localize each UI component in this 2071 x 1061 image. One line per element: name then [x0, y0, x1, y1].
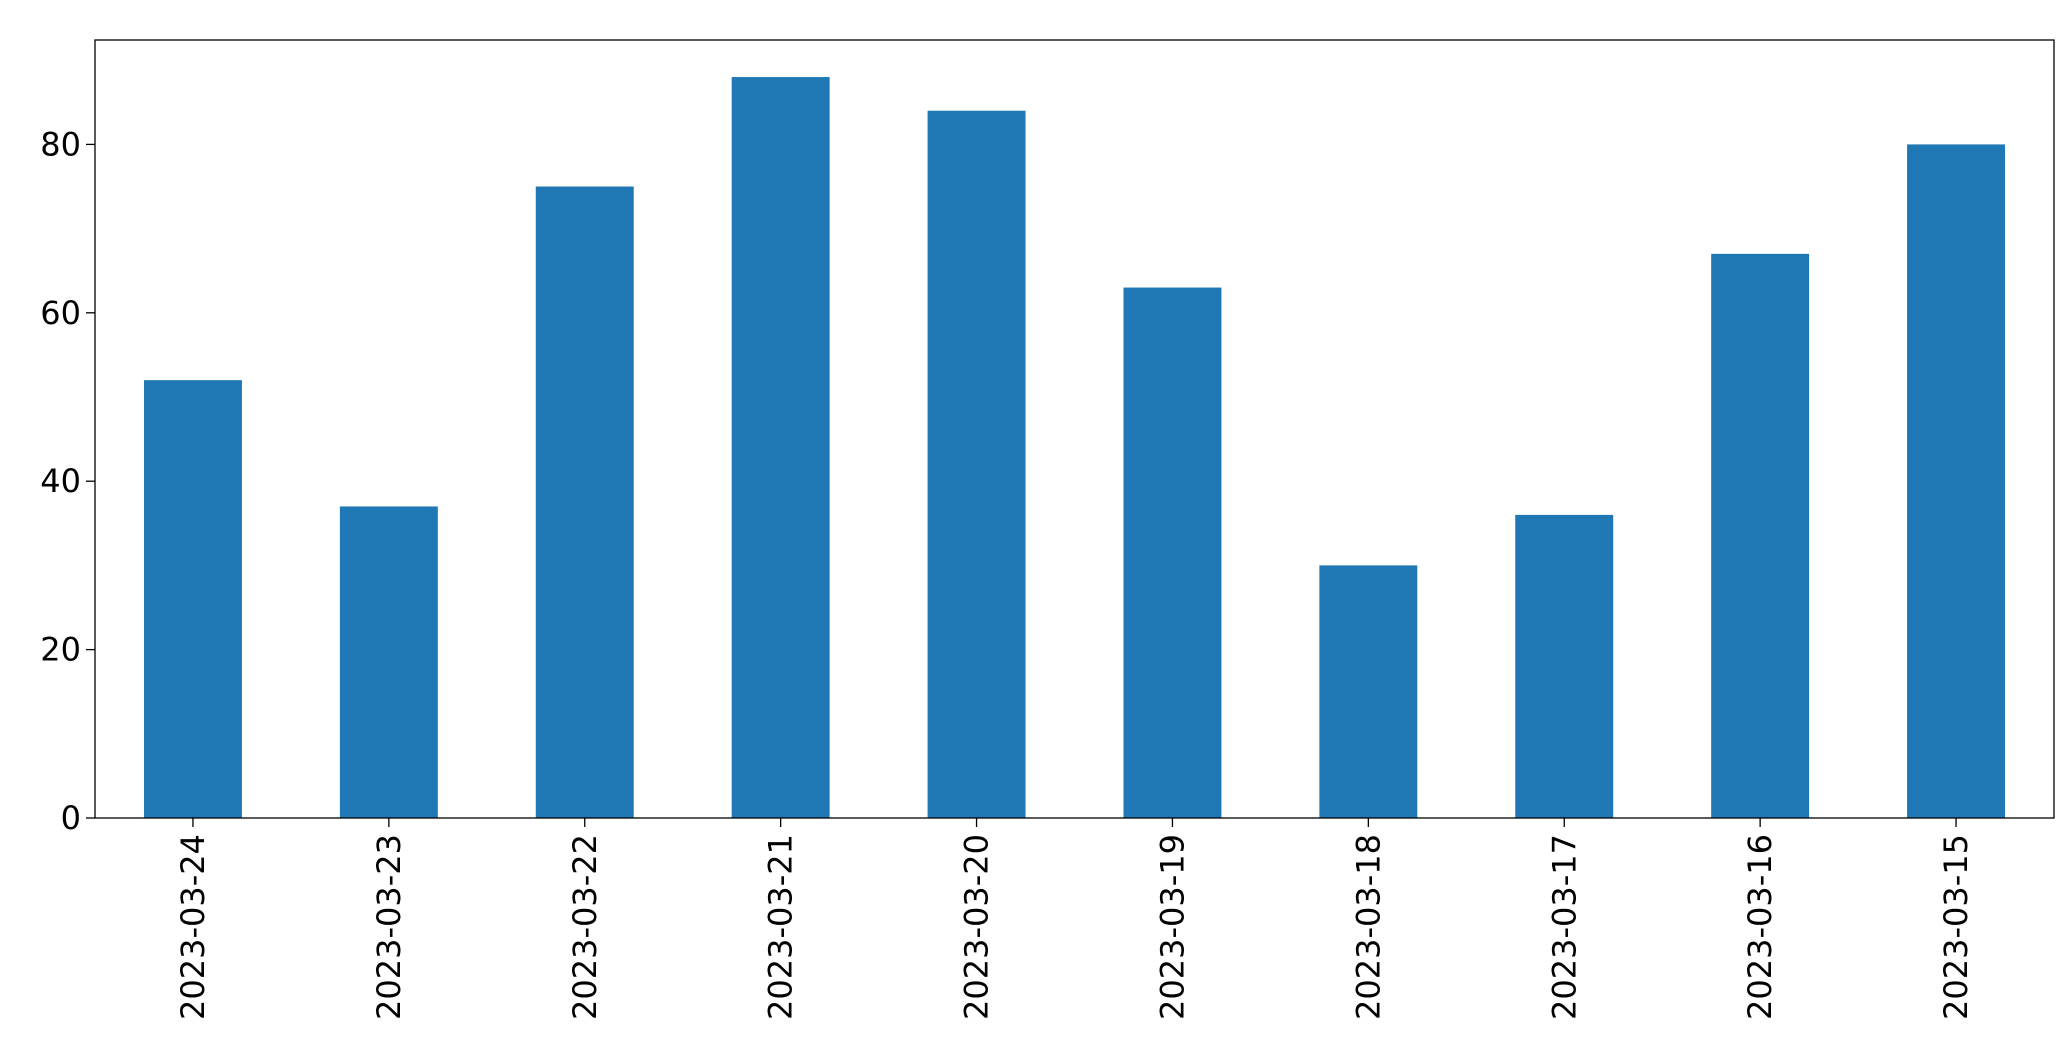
x-tick-label: 2023-03-22 [566, 834, 604, 1020]
x-tick-label: 2023-03-20 [958, 834, 996, 1020]
bar [1319, 565, 1418, 818]
bar [1907, 144, 2006, 818]
y-tick-label: 40 [40, 462, 81, 500]
bar [143, 380, 242, 818]
x-tick-label: 2023-03-21 [762, 834, 800, 1020]
x-tick-label: 2023-03-15 [1937, 834, 1975, 1020]
x-tick-label: 2023-03-24 [174, 834, 212, 1020]
bar [1123, 287, 1222, 819]
bar [1711, 253, 1810, 819]
x-tick-label: 2023-03-23 [370, 834, 408, 1020]
x-tick-label: 2023-03-17 [1545, 834, 1583, 1020]
y-tick-label: 20 [40, 631, 81, 669]
bar [927, 110, 1026, 818]
plot-frame [94, 39, 2055, 819]
x-tick-label: 2023-03-16 [1741, 834, 1779, 1020]
bar [535, 186, 634, 819]
x-tick-label: 2023-03-19 [1153, 834, 1191, 1020]
y-tick-label: 80 [40, 125, 81, 163]
bar [339, 506, 438, 818]
bar [731, 77, 830, 819]
y-tick-label: 60 [40, 294, 81, 332]
x-tick-label: 2023-03-18 [1349, 834, 1387, 1020]
y-tick-label: 0 [61, 799, 81, 837]
bar [1515, 514, 1614, 818]
